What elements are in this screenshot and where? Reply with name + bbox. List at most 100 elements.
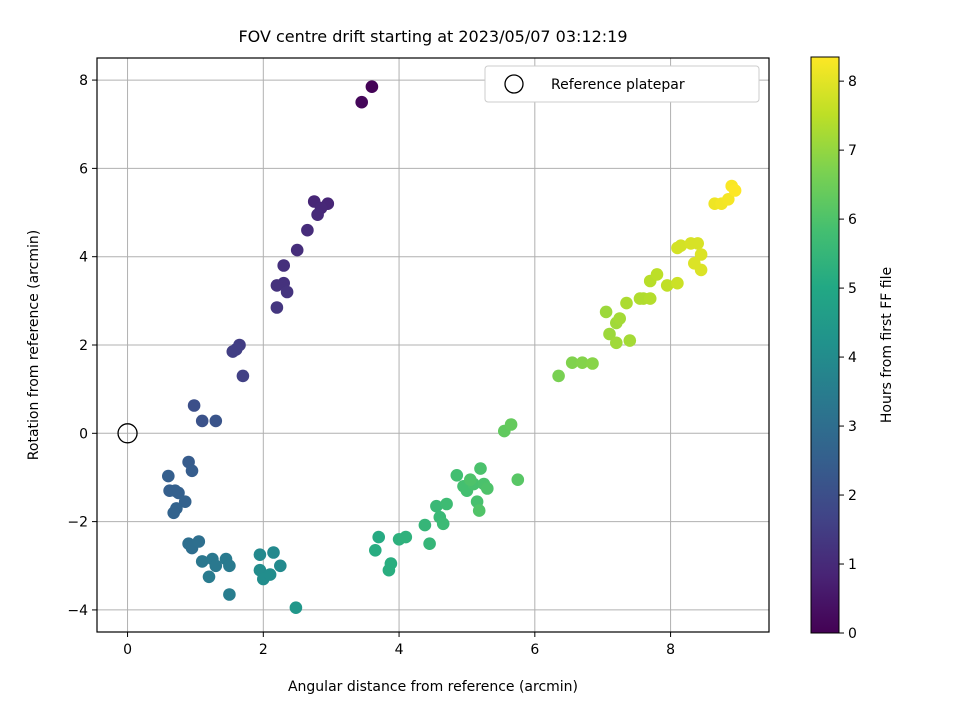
y-tick-label: 4	[79, 250, 88, 266]
data-point	[613, 312, 626, 325]
x-tick-label: 6	[530, 642, 539, 658]
data-point	[187, 399, 201, 412]
legend-label: Reference platepar	[551, 77, 685, 93]
data-point	[226, 345, 240, 358]
colorbar-tick-label: 3	[848, 419, 857, 435]
reference-platepar-marker	[117, 423, 138, 444]
data-point	[267, 546, 280, 559]
x-tick-label: 0	[123, 642, 132, 658]
data-point	[674, 239, 688, 252]
data-point	[504, 418, 518, 431]
data-point	[552, 369, 565, 383]
data-point	[418, 518, 432, 532]
data-point	[162, 469, 175, 483]
data-point	[450, 469, 464, 482]
y-tick-label: −4	[67, 603, 88, 619]
data-point	[722, 193, 735, 206]
data-point	[185, 464, 199, 478]
data-point	[576, 356, 589, 370]
data-point	[436, 517, 450, 531]
data-point	[270, 279, 284, 292]
data-point	[290, 243, 304, 257]
x-tick-label: 4	[395, 642, 404, 658]
data-point	[382, 563, 396, 577]
data-point	[253, 548, 267, 561]
colorbar-tick-label: 5	[848, 281, 857, 297]
data-point	[372, 530, 386, 544]
data-point	[728, 184, 742, 197]
x-tick-label: 2	[259, 642, 268, 658]
data-point	[311, 208, 324, 221]
colorbar-tick-label: 0	[848, 626, 857, 642]
data-point	[399, 530, 413, 544]
data-point	[565, 356, 579, 370]
colorbar-label: Hours from first FF file	[879, 267, 895, 423]
colorbar-tick-label: 6	[848, 212, 857, 228]
legend-box	[484, 65, 760, 103]
y-tick-label: 2	[79, 338, 88, 354]
data-point	[481, 482, 494, 495]
data-point	[603, 327, 616, 341]
colorbar-tick-label: 4	[848, 350, 857, 366]
data-point	[223, 588, 236, 601]
data-point	[195, 555, 209, 568]
colorbar-tick-label: 8	[848, 74, 857, 90]
data-point	[671, 276, 684, 290]
colorbar-tick-label: 1	[848, 557, 857, 573]
y-tick-label: 8	[79, 73, 88, 89]
data-point	[643, 292, 657, 305]
data-point	[178, 495, 192, 509]
data-point	[511, 473, 525, 487]
y-ticks: −4 −2 0 2 4 6 8	[67, 73, 97, 619]
y-tick-label: 6	[79, 161, 88, 177]
colorbar-tick-label: 7	[848, 143, 857, 159]
x-tick-label: 8	[666, 642, 675, 658]
data-point	[274, 559, 287, 573]
data-point	[650, 268, 664, 281]
colorbar-tick-label: 2	[848, 488, 857, 504]
legend-marker-open-circle	[504, 74, 524, 94]
data-point	[586, 357, 599, 370]
data-point	[440, 497, 453, 511]
colorbar-ticks: 0 1 2 3 4 5 6 7 8	[839, 74, 857, 642]
y-tick-label: −2	[67, 515, 88, 531]
data-point	[660, 279, 674, 292]
data-point	[610, 336, 623, 350]
data-point	[599, 305, 613, 319]
data-point	[430, 499, 443, 513]
data-point	[280, 285, 294, 299]
data-point	[277, 259, 291, 272]
x-ticks: 0 2 4 6 8	[123, 632, 675, 658]
data-point	[691, 237, 704, 250]
reference-marker-layer	[117, 423, 138, 444]
data-point	[202, 570, 216, 584]
data-points	[162, 80, 742, 614]
data-point	[172, 486, 185, 500]
data-point	[263, 568, 277, 581]
grid	[97, 58, 769, 632]
data-point	[223, 559, 236, 573]
legend: Reference platepar	[484, 65, 760, 103]
chart-title: FOV centre drift starting at 2023/05/07 …	[238, 27, 627, 46]
data-point	[301, 223, 314, 237]
data-point	[289, 601, 303, 614]
data-point	[369, 544, 382, 557]
x-axis-label: Angular distance from reference (arcmin)	[288, 679, 578, 695]
y-tick-label: 0	[79, 426, 88, 442]
data-point	[270, 301, 284, 314]
data-point	[209, 414, 223, 428]
data-point	[472, 504, 486, 517]
data-point	[236, 369, 250, 383]
data-point	[474, 462, 487, 475]
data-point	[623, 334, 637, 347]
data-point	[365, 80, 379, 93]
data-point	[694, 263, 708, 277]
data-point	[355, 95, 369, 109]
data-point	[464, 473, 477, 487]
data-point	[167, 506, 180, 520]
data-point	[192, 535, 206, 548]
data-point	[423, 537, 436, 550]
data-point	[195, 414, 209, 428]
